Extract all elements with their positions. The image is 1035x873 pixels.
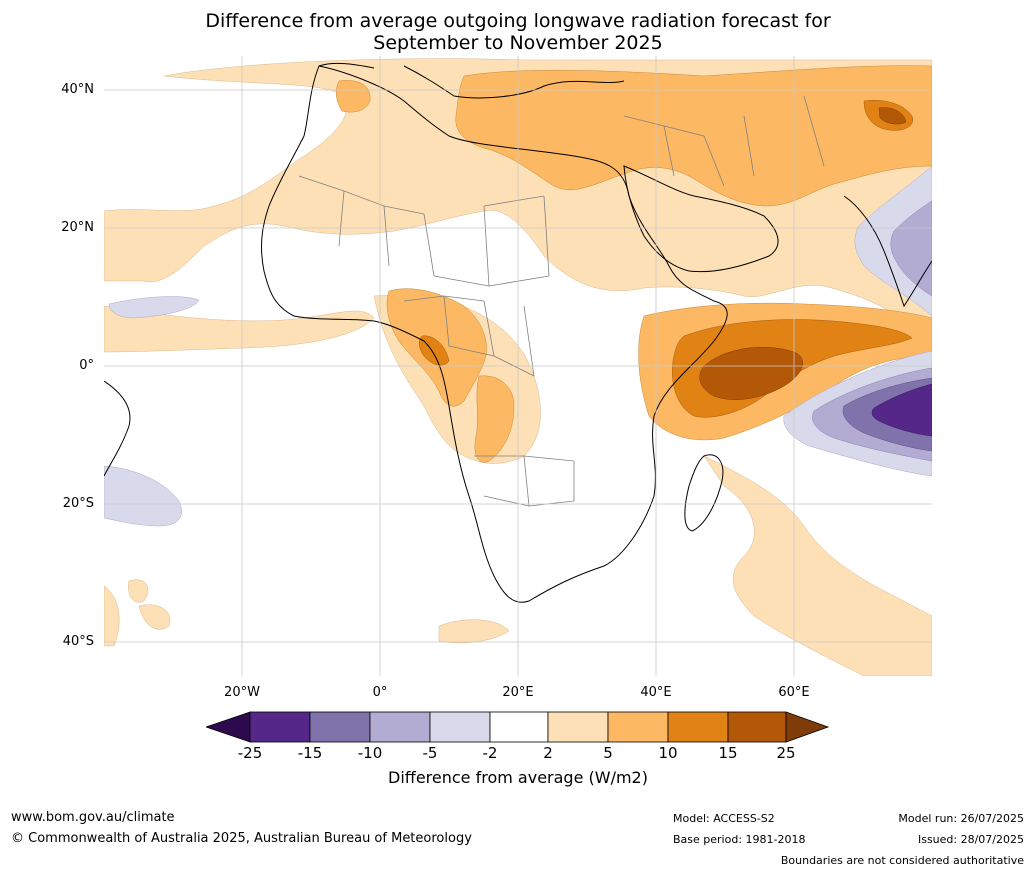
- border-lines-north-africa: [298, 175, 550, 287]
- footer-model-run: Model run: 26/07/2025: [898, 812, 1024, 825]
- border-lines-central-africa: [403, 295, 535, 377]
- anomaly-region-pos5-10-iberia: [335, 80, 371, 113]
- title-line-1: Difference from average outgoing longwav…: [205, 10, 831, 32]
- map-title: Difference from average outgoing longwav…: [104, 10, 932, 54]
- anomaly-region-neg15-25-indian-ocean: [871, 383, 932, 437]
- lon-label-20w: 20°W: [224, 685, 260, 700]
- footer-copyright: © Commonwealth of Australia 2025, Austra…: [11, 831, 472, 846]
- colorbar-tick-pos10: 10: [658, 744, 678, 762]
- footer-disclaimer: Boundaries are not considered authoritat…: [780, 854, 1024, 867]
- anomaly-region-pos5-10-angola: [474, 375, 515, 463]
- lon-label-20e: 20°E: [502, 685, 534, 700]
- colorbar-box-neg10-5: [369, 711, 431, 743]
- anomaly-region-pos2-5-atlantic: [104, 305, 375, 353]
- colorbar-tick-neg25: -25: [237, 744, 263, 762]
- colorbar-tick-neg10: -10: [357, 744, 383, 762]
- anomaly-region-pos5-10-eurasia: [455, 65, 932, 207]
- footer-model: Model: ACCESS-S2: [673, 812, 775, 825]
- olr-anomaly-map: [104, 56, 932, 676]
- coastline-arabia: [623, 165, 779, 273]
- coastline-south-america: [104, 380, 131, 477]
- colorbar-box-pos15-25: [727, 711, 787, 743]
- lat-label-20n: 20°N: [61, 220, 94, 235]
- colorbar-tick-neg2: -2: [482, 744, 498, 762]
- colorbar-tick-neg15: -15: [297, 744, 323, 762]
- lat-label-20s: 20°S: [62, 496, 94, 511]
- colorbar-label: Difference from average (W/m2): [388, 768, 648, 787]
- colorbar-box-pos10-15: [667, 711, 729, 743]
- anomaly-region-neg2-5-atlantic-south: [104, 465, 182, 527]
- title-line-2: September to November 2025: [373, 32, 663, 54]
- country-borders: [298, 95, 825, 507]
- colorbar-box-pos5-10: [607, 711, 669, 743]
- anomaly-region-neg2-5-atlantic-north: [108, 296, 200, 319]
- anomaly-region-neg5-10-bay-of-bengal: [890, 200, 932, 297]
- footer-site-link[interactable]: www.bom.gov.au/climate: [11, 810, 175, 825]
- colorbar-arrow-high: [785, 711, 830, 743]
- colorbar-box-neg15-10: [309, 711, 371, 743]
- colorbar-tick-pos25: 25: [776, 744, 796, 762]
- graticule: [104, 56, 932, 676]
- lon-label-60e: 60°E: [778, 685, 810, 700]
- colorbar-box-neg25-15: [249, 711, 311, 743]
- footer-issued: Issued: 28/07/2025: [917, 833, 1024, 846]
- colorbar-tick-pos5: 5: [603, 744, 613, 762]
- lon-label-0: 0°: [372, 685, 388, 700]
- coastline-africa: [261, 65, 728, 603]
- footer-base-period: Base period: 1981-2018: [673, 833, 806, 846]
- colorbar-arrow-low: [206, 711, 251, 743]
- border-lines-middle-east: [623, 95, 825, 187]
- coastline-madagascar: [684, 454, 724, 532]
- colorbar-tick-pos15: 15: [718, 744, 738, 762]
- colorbar-box-neutral: [489, 711, 549, 743]
- colorbar-tick-neg5: -5: [422, 744, 438, 762]
- anomaly-region-pos2-5-southeast: [703, 455, 932, 676]
- anomaly-region-pos15-25-china: [878, 107, 907, 125]
- colorbar-box-pos2-5: [547, 711, 609, 743]
- anomaly-region-pos2-5-sw: [104, 579, 510, 647]
- colorbar-tick-pos2: 2: [543, 744, 553, 762]
- border-lines-southern-africa: [474, 455, 575, 507]
- lat-label-40s: 40°S: [62, 634, 94, 649]
- colorbar: [206, 711, 830, 743]
- colorbar-box-neg5-2: [429, 711, 491, 743]
- lon-label-40e: 40°E: [640, 685, 672, 700]
- coastlines: [104, 62, 932, 603]
- lat-label-40n: 40°N: [61, 82, 94, 97]
- coastline-india: [843, 195, 932, 308]
- lat-label-equator: 0°: [79, 358, 94, 373]
- anomaly-region-pos15-25-indian-ocean: [699, 346, 803, 400]
- coastline-europe: [318, 62, 625, 99]
